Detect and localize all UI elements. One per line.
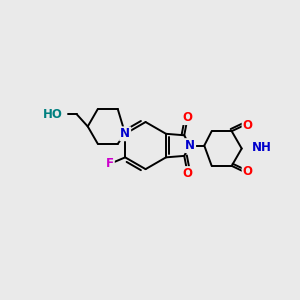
Text: HO: HO: [43, 108, 63, 121]
Text: N: N: [120, 127, 130, 140]
Text: O: O: [182, 167, 192, 180]
Text: NH: NH: [252, 141, 272, 154]
Text: N: N: [185, 139, 195, 152]
Text: F: F: [106, 157, 114, 170]
Text: O: O: [182, 111, 192, 124]
Text: O: O: [243, 165, 253, 178]
Text: O: O: [243, 119, 253, 132]
